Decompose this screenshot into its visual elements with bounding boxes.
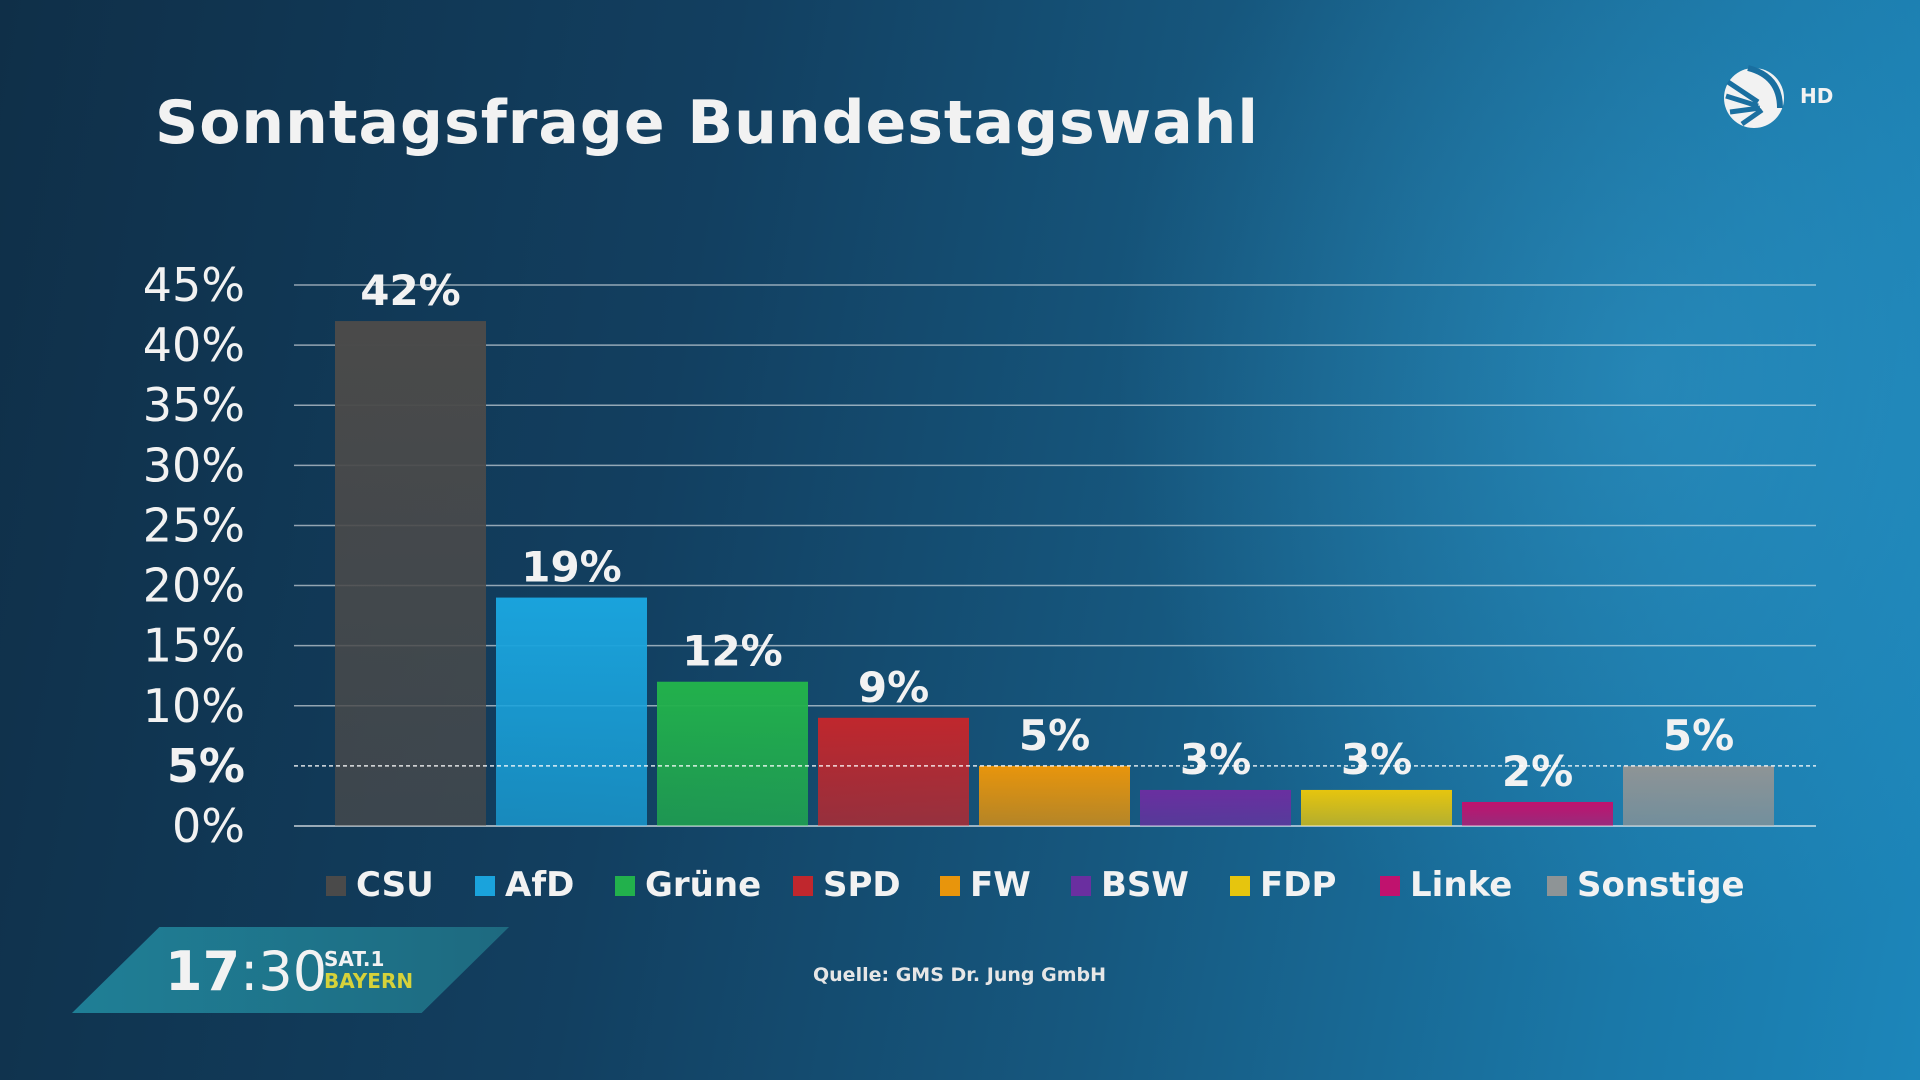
legend-swatch: [475, 876, 495, 896]
legend-label: Grüne: [645, 865, 761, 905]
legend-swatch: [1547, 876, 1567, 896]
clock: 17:30: [165, 940, 328, 1003]
legend-label: FW: [970, 865, 1031, 905]
bar-fdp: [1301, 789, 1452, 826]
source-note: Quelle: GMS Dr. Jung GmbH: [813, 964, 1106, 986]
y-tick-label: 20%: [143, 559, 245, 613]
data-label: 42%: [360, 266, 461, 315]
bar-spd: [818, 717, 969, 826]
legend-label: Linke: [1410, 865, 1512, 905]
bar-fw: [979, 765, 1130, 826]
page-title: Sonntagsfrage Bundestagswahl: [155, 88, 1259, 158]
data-label: 2%: [1502, 747, 1573, 796]
channel-bottom: BAYERN: [324, 969, 414, 993]
bar-bsw: [1140, 789, 1291, 826]
y-tick-label: 10%: [143, 679, 245, 733]
y-tick-label: 30%: [143, 438, 245, 492]
bar-afd: [496, 597, 647, 826]
y-tick-label: 5%: [167, 739, 245, 793]
legend-label: Sonstige: [1577, 865, 1745, 905]
data-label: 19%: [521, 543, 622, 592]
bar-linke: [1462, 801, 1613, 826]
legend-label: FDP: [1260, 865, 1336, 905]
legend-swatch: [793, 876, 813, 896]
data-label: 5%: [1019, 711, 1090, 760]
background-glow: [1020, 0, 1920, 1080]
y-tick-label: 15%: [143, 619, 245, 673]
data-label: 3%: [1180, 735, 1251, 784]
clock-hours: 17: [165, 940, 241, 1003]
y-tick-label: 40%: [143, 318, 245, 372]
legend-label: CSU: [356, 865, 434, 905]
channel-logo-text: SAT.1 BAYERN: [324, 948, 413, 992]
bar-csu: [335, 321, 486, 826]
legend-swatch: [940, 876, 960, 896]
y-tick-label: 35%: [143, 378, 245, 432]
hd-badge: HD: [1800, 84, 1834, 108]
data-label: 12%: [682, 627, 783, 676]
legend-label: BSW: [1101, 865, 1189, 905]
y-tick-label: 0%: [172, 799, 245, 853]
legend-label: AfD: [505, 865, 574, 905]
data-label: 3%: [1341, 735, 1412, 784]
legend-label: SPD: [823, 865, 901, 905]
legend-swatch: [1380, 876, 1400, 896]
y-tick-label: 45%: [143, 258, 245, 312]
bar-sonstige: [1623, 765, 1774, 826]
legend-swatch: [615, 876, 635, 896]
y-tick-label: 25%: [143, 498, 245, 552]
bar-grüne: [657, 681, 808, 826]
legend-swatch: [326, 876, 346, 896]
legend-swatch: [1071, 876, 1091, 896]
clock-minutes: 30: [258, 940, 328, 1003]
channel-top: SAT.1: [324, 947, 385, 971]
data-label: 5%: [1663, 711, 1734, 760]
legend-swatch: [1230, 876, 1250, 896]
data-label: 9%: [858, 663, 929, 712]
sat1-ball-icon: [1724, 65, 1784, 128]
